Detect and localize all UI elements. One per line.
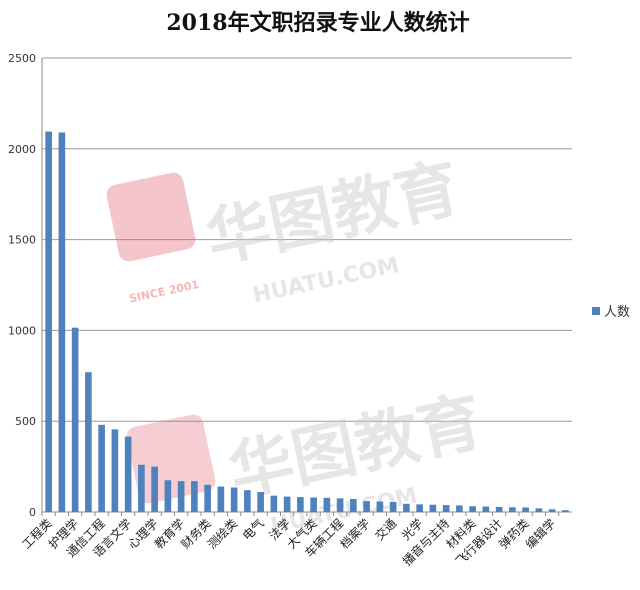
bar [482, 506, 490, 512]
bar [310, 497, 317, 512]
bar [336, 498, 344, 512]
y-tick-label: 1500 [8, 234, 36, 247]
bar [429, 504, 437, 512]
legend-swatch [592, 307, 600, 315]
x-tick-label: 编辑学 [522, 516, 558, 552]
bar [389, 502, 397, 512]
bar [111, 429, 119, 512]
bar [562, 510, 569, 512]
bar [522, 507, 529, 512]
bar [495, 506, 503, 512]
y-tick-label: 2500 [8, 52, 36, 65]
bar [58, 132, 66, 512]
y-tick-label: 0 [29, 506, 36, 519]
bar [45, 131, 52, 512]
bar [71, 327, 79, 512]
bar [204, 484, 211, 512]
bar [376, 501, 384, 512]
bar [138, 464, 145, 512]
bars [45, 131, 569, 512]
x-tick-label: 测绘类 [204, 516, 240, 552]
watermark-since: SINCE 2001 [128, 278, 200, 306]
bar [297, 497, 304, 512]
bar [363, 501, 370, 512]
watermark: 华图教育 HUATU.COM SINCE 2001 华图教育 HUATU.COM [106, 152, 489, 539]
bar [469, 506, 476, 512]
bar [244, 490, 251, 512]
bar [257, 492, 264, 512]
bar [509, 507, 516, 512]
watermark-brand-cn-2: 华图教育 [223, 385, 489, 511]
bar [217, 486, 225, 512]
bar [98, 424, 105, 512]
bar [230, 487, 238, 512]
y-tick-label: 500 [15, 415, 36, 428]
x-tick-label: 电气 [239, 516, 267, 544]
bar [350, 498, 357, 512]
bar [124, 436, 132, 512]
y-tick-label: 2000 [8, 143, 36, 156]
bar [191, 481, 198, 512]
bar [548, 509, 556, 512]
y-tick-label: 1000 [8, 324, 36, 337]
bar [416, 504, 423, 512]
watermark-brand-cn: 华图教育 [200, 152, 466, 278]
bar [85, 372, 92, 512]
bar [151, 466, 158, 512]
legend: 人数 [592, 305, 630, 320]
chart-title: 2018年文职招录专业人数统计 [166, 10, 469, 36]
watermark-logo-mark [106, 172, 196, 262]
watermark-top: 华图教育 HUATU.COM SINCE 2001 [106, 152, 466, 309]
x-tick-label: 交通 [372, 516, 400, 544]
bar [403, 503, 410, 512]
bar [456, 505, 463, 512]
legend-label: 人数 [604, 305, 630, 320]
gridlines [42, 57, 572, 422]
bar [270, 495, 278, 512]
bar [442, 505, 450, 512]
bar [323, 497, 331, 512]
bar [535, 508, 543, 512]
bar [177, 481, 185, 512]
bar [164, 480, 172, 512]
bar [283, 496, 291, 512]
